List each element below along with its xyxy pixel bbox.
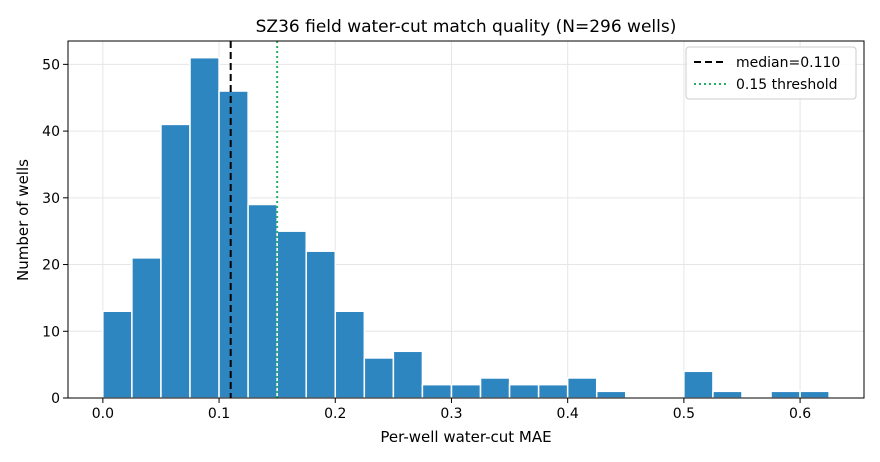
histogram-bar (131, 257, 162, 399)
histogram-bar (305, 250, 337, 399)
histogram-bar (799, 390, 830, 399)
x-tick-label: 0.4 (557, 406, 579, 422)
chart-title: SZ36 field water-cut match quality (N=29… (256, 17, 677, 37)
histogram-bar (218, 90, 249, 399)
x-tick-label: 0.6 (789, 406, 811, 422)
histogram-bar (479, 377, 511, 399)
bars-group (102, 56, 830, 399)
histogram-bar (276, 230, 307, 399)
legend-box (685, 46, 857, 100)
y-tick-label: 40 (42, 124, 60, 140)
histogram-bar (537, 383, 569, 399)
x-tick-label: 0.1 (208, 406, 230, 422)
histogram-bar (421, 383, 453, 399)
legend: median=0.110 0.15 threshold (685, 46, 857, 100)
histogram-bar (247, 203, 278, 399)
plot-frame (67, 40, 865, 399)
y-tick-label: 20 (42, 258, 60, 274)
histogram-bar (102, 310, 133, 399)
y-axis-label: Number of wells (14, 159, 32, 281)
histogram-bar (189, 56, 220, 399)
y-tick-label: 50 (42, 57, 60, 73)
histogram-bar (160, 123, 191, 399)
x-axis-label: Per-well water-cut MAE (380, 428, 551, 446)
y-tick-label: 10 (42, 324, 60, 340)
histogram-bar (566, 377, 598, 399)
histogram-bar (508, 383, 540, 399)
histogram-bar (363, 357, 395, 399)
x-tick-label: 0.2 (324, 406, 346, 422)
y-tick-label: 30 (42, 191, 60, 207)
histogram-bar (683, 370, 714, 399)
y-tick-label: 0 (51, 391, 60, 407)
histogram-bar (334, 310, 366, 399)
legend-median-label: median=0.110 (736, 55, 840, 71)
legend-threshold-label: 0.15 threshold (736, 77, 838, 93)
x-tick-label: 0.3 (440, 406, 462, 422)
x-tick-label: 0.5 (673, 406, 695, 422)
histogram-bar (450, 383, 482, 399)
reference-lines (229, 41, 279, 398)
histogram-bar (392, 350, 424, 399)
y-axis: 0 10 20 30 40 50 (42, 57, 68, 407)
histogram-bar (770, 390, 801, 399)
x-axis: 0.0 0.1 0.2 0.3 0.4 0.5 0.6 (92, 398, 811, 422)
histogram-bar (595, 390, 627, 399)
histogram-bar (712, 390, 743, 399)
x-tick-label: 0.0 (92, 406, 114, 422)
